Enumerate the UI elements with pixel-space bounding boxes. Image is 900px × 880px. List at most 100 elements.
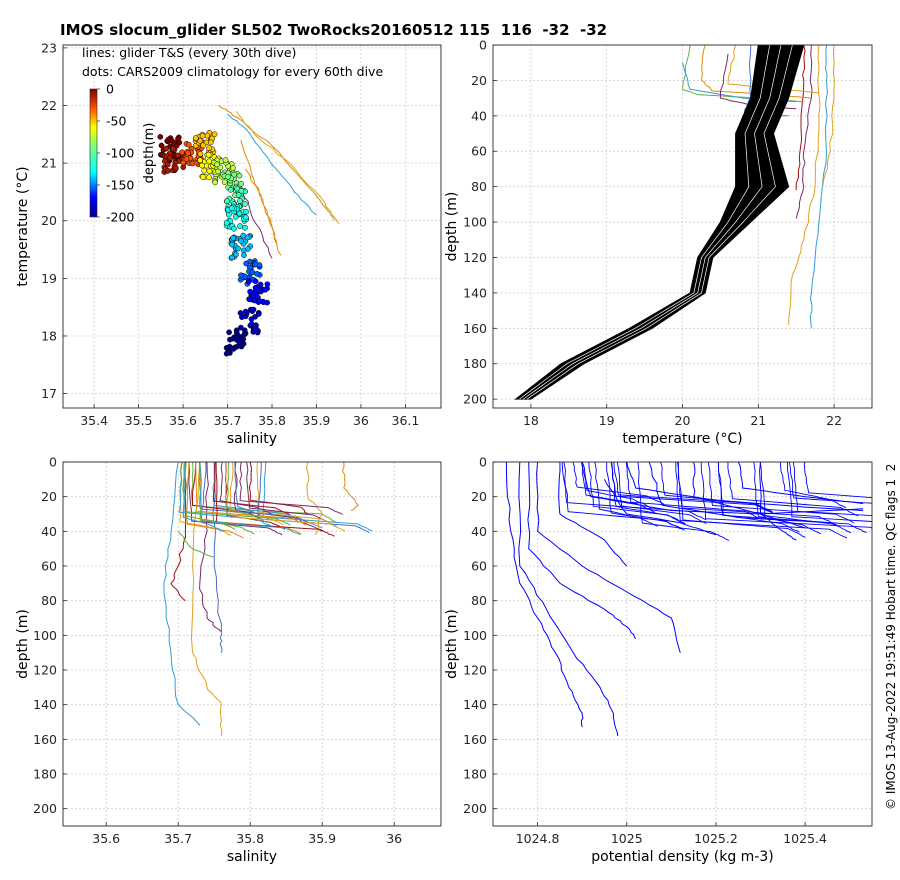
climatology-dot xyxy=(185,141,192,148)
x-axis-label: salinity xyxy=(227,849,277,865)
glider-density-profile xyxy=(759,462,852,534)
y-tick-label: 140 xyxy=(33,697,57,712)
glider-salinity-profile xyxy=(212,462,291,516)
climatology-dot xyxy=(224,198,230,205)
y-tick-label: 0 xyxy=(479,38,487,53)
climatology-dot xyxy=(246,296,252,302)
y-axis-label: depth (m) xyxy=(444,192,460,262)
glider-density-profile xyxy=(572,462,665,505)
climatology-dot xyxy=(168,137,175,144)
colorbar-label: depth(m) xyxy=(142,123,157,184)
climatology-dot xyxy=(197,157,203,164)
climatology-dot xyxy=(245,245,251,252)
glider-salinity-profile xyxy=(262,462,373,532)
climatology-dot xyxy=(227,336,233,343)
y-tick-label: 40 xyxy=(41,524,57,539)
climatology-dot xyxy=(252,288,258,295)
climatology-dot xyxy=(211,131,218,138)
climatology-dot xyxy=(238,272,244,279)
climatology-dot xyxy=(165,167,171,174)
y-tick-label: 100 xyxy=(463,215,487,230)
y-tick-label: 200 xyxy=(33,801,57,816)
climatology-dot xyxy=(185,150,192,157)
climatology-cluster xyxy=(223,327,249,357)
climatology-cluster xyxy=(245,278,271,306)
climatology-dot xyxy=(260,299,267,306)
glider-temp-profile xyxy=(795,45,813,219)
climatology-dot xyxy=(242,201,248,207)
climatology-dot xyxy=(221,179,228,186)
climatology-dot xyxy=(167,154,173,161)
climatology-dot xyxy=(242,308,249,315)
climatology-dot xyxy=(192,135,199,141)
climatology-dot xyxy=(238,343,245,350)
glider-density-profile xyxy=(536,462,681,653)
climatology-dot xyxy=(249,269,256,276)
glider-density-profile xyxy=(700,462,872,529)
colorbar-tick-label: -100 xyxy=(106,146,134,161)
y-tick-label: 60 xyxy=(471,144,487,159)
glider-density-profile xyxy=(613,462,773,513)
glider-density-profile xyxy=(505,462,584,728)
climatology-dot xyxy=(183,156,190,162)
climatology-dot xyxy=(200,174,206,180)
glider-density-profile xyxy=(717,462,867,534)
glider-salinity-profile xyxy=(163,462,201,726)
x-tick-label: 36.1 xyxy=(392,413,420,428)
glider-density-profile xyxy=(588,462,686,525)
x-tick-label: 36 xyxy=(353,413,369,428)
annotation-text: lines: glider T&S (every 30th dive) xyxy=(82,45,296,60)
glider-salinity-profile xyxy=(186,462,244,539)
glider-salinity-profile xyxy=(178,462,272,527)
colorbar-tick-label: -150 xyxy=(106,178,134,193)
glider-density-profile xyxy=(558,462,628,567)
climatology-dot xyxy=(241,332,247,338)
y-tick-label: 160 xyxy=(33,732,57,747)
y-tick-label: 20 xyxy=(41,213,57,228)
climatology-dot xyxy=(206,145,212,151)
climatology-dot xyxy=(248,316,255,322)
x-axis-label: potential density (kg m-3) xyxy=(591,849,773,865)
x-tick-label: 36 xyxy=(386,831,402,846)
y-tick-label: 80 xyxy=(471,179,487,194)
x-tick-label: 1025 xyxy=(611,831,643,846)
glider-density-profile xyxy=(779,462,847,509)
glider-salinity-profile xyxy=(201,462,310,524)
panel-sal_profile: 35.6 35.7 35.8 35.9 36 0 20 40 60 80 100 120 140 160 1… xyxy=(15,455,442,865)
annotation-text: dots: CARS2009 climatology for every 60t… xyxy=(82,64,383,79)
y-tick-label: 180 xyxy=(33,767,57,782)
climatology-dot xyxy=(252,326,258,332)
climatology-dot xyxy=(231,225,237,232)
glider-density-profile xyxy=(788,462,872,504)
glider-density-profile xyxy=(707,462,855,524)
panel-density_profile: 1024.8 1025 1025.2 1025.4 0 20 40 60 80 100 120 140… xyxy=(444,455,873,865)
climatology-dot xyxy=(252,261,259,268)
glider-salinity-profile xyxy=(170,462,187,602)
climatology-dot xyxy=(248,321,255,327)
glider-density-profile xyxy=(786,462,872,522)
x-tick-label: 35.6 xyxy=(169,413,197,428)
y-tick-label: 80 xyxy=(471,593,487,608)
y-tick-label: 100 xyxy=(463,628,487,643)
climatology-dot xyxy=(225,173,231,180)
climatology-dot xyxy=(164,161,171,168)
x-tick-label: 35.8 xyxy=(236,831,264,846)
x-tick-label: 35.6 xyxy=(92,831,120,846)
glider-salinity-profile xyxy=(305,462,323,536)
climatology-dot xyxy=(222,157,229,164)
climatology-dot xyxy=(237,198,243,204)
climatology-cluster xyxy=(192,129,218,157)
glider-density-profile xyxy=(803,462,872,499)
axes-frame xyxy=(62,44,442,409)
climatology-dot xyxy=(201,167,208,174)
y-tick-label: 20 xyxy=(471,489,487,504)
climatology-dot xyxy=(242,224,248,231)
climatology-dot xyxy=(199,132,206,139)
y-tick-label: 18 xyxy=(41,328,57,343)
climatology-dot xyxy=(223,220,230,226)
glider-density-profile xyxy=(606,462,685,531)
glider-density-profile xyxy=(518,462,619,736)
climatology-dot xyxy=(225,349,232,356)
glider-ts-line xyxy=(244,168,277,245)
y-tick-label: 120 xyxy=(463,250,487,265)
